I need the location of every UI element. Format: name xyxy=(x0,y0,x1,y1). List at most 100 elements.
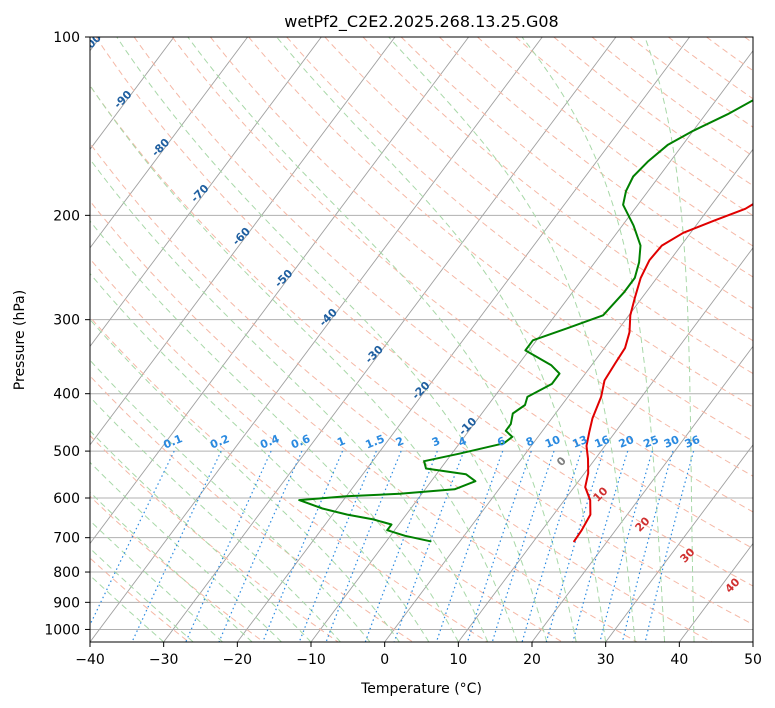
x-tick-label: 0 xyxy=(380,652,389,668)
moist-adiabat-line xyxy=(90,220,459,642)
mixing-ratio-line xyxy=(131,450,222,642)
mixing-ratio-line xyxy=(325,450,402,642)
moist-adiabat-line xyxy=(90,158,489,642)
dry-adiabat-line xyxy=(90,84,753,626)
moist-adiabat-line xyxy=(90,491,253,642)
moist-adiabat-line xyxy=(187,37,577,642)
profiles xyxy=(298,98,753,543)
x-tick-label: 20 xyxy=(523,652,541,668)
isotherm-line xyxy=(90,37,469,545)
dry-adiabat-line xyxy=(90,316,488,642)
dry-adiabat-line xyxy=(133,37,753,550)
dewpoint-profile-line xyxy=(298,98,753,543)
y-tick-label: 700 xyxy=(53,531,80,547)
x-axis-label: Temperature (°C) xyxy=(360,681,482,697)
dry-adiabat-line xyxy=(210,37,753,477)
grid xyxy=(90,37,753,642)
y-tick-label: 500 xyxy=(53,444,80,460)
dry-adiabat-line xyxy=(515,37,753,217)
mixing-ratio-line xyxy=(90,450,175,627)
mixing-ratio-line xyxy=(521,450,582,642)
mixing-ratio-label: 3 xyxy=(430,434,442,449)
mixing-ratio-line xyxy=(298,450,377,642)
isotherm-line xyxy=(531,345,753,642)
isotherm-line xyxy=(605,444,753,642)
mixing-ratio-label: 20 xyxy=(617,433,636,451)
isotherm-line xyxy=(384,148,753,642)
moist-adiabat-line xyxy=(644,37,695,642)
x-tick-label: −30 xyxy=(149,652,179,668)
x-tick-label: −20 xyxy=(223,652,253,668)
mixing-ratio-line xyxy=(218,450,303,642)
isotherm-line xyxy=(90,37,396,446)
x-tick-label: −40 xyxy=(75,652,105,668)
mixing-ratio-line xyxy=(185,450,272,642)
plot-frame xyxy=(89,36,754,643)
isotherm-line xyxy=(90,37,322,348)
mixing-ratio-line xyxy=(572,450,629,642)
mixing-ratio-line xyxy=(466,450,532,642)
moist-adiabat-line xyxy=(116,37,548,642)
mixing-ratio-lines xyxy=(90,450,695,642)
mixing-ratio-label: 16 xyxy=(593,433,612,451)
isotherm-line xyxy=(236,37,690,642)
dry-adiabat-line xyxy=(95,37,753,587)
moist-adiabat-line xyxy=(90,84,518,642)
isotherm-line xyxy=(90,37,543,642)
x-tick-label: 30 xyxy=(597,652,615,668)
y-axis-label: Pressure (hPa) xyxy=(12,290,28,390)
moist-adiabat-line xyxy=(90,430,312,642)
y-tick-label: 200 xyxy=(53,208,80,224)
isotherm-line xyxy=(457,247,753,642)
dry-adiabat-line xyxy=(324,37,753,375)
chart-title: wetPf2_C2E2.2025.268.13.25.G08 xyxy=(284,12,558,32)
mixing-ratio-label: 1 xyxy=(335,434,347,449)
y-tick-label: 600 xyxy=(53,491,80,507)
mixing-ratio-label: 36 xyxy=(683,433,702,451)
y-tick-label: 100 xyxy=(53,30,80,46)
dry-adiabat-line xyxy=(286,37,753,408)
dry-adiabat-line xyxy=(90,258,563,642)
moist-adiabat-line xyxy=(90,547,194,642)
mixing-ratio-line xyxy=(262,450,344,642)
plot-area: 0.10.20.40.611.52346810131620253036-100-… xyxy=(90,37,753,642)
y-tick-label: 400 xyxy=(53,387,80,403)
x-tick-label: 40 xyxy=(670,652,688,668)
moist-adiabat-line xyxy=(388,37,636,642)
dry-adiabat-line xyxy=(90,495,264,642)
mixing-ratio-label: 30 xyxy=(662,433,681,451)
x-tick-label: −10 xyxy=(296,652,326,668)
moist-adiabat-line xyxy=(90,272,430,642)
moist-adiabat-line xyxy=(90,318,400,642)
y-tick-label: 800 xyxy=(53,565,80,581)
dry-adiabat-line xyxy=(400,37,753,310)
mixing-ratio-label: 8 xyxy=(524,434,536,449)
mixing-ratio-line xyxy=(644,450,695,642)
mixing-ratio-label: 25 xyxy=(642,433,661,451)
y-tick-label: 1000 xyxy=(44,622,80,638)
isotherm-line xyxy=(90,37,175,151)
dry-adiabat-line xyxy=(362,37,753,342)
moist-adiabat-line xyxy=(90,574,165,642)
dry-adiabat-line xyxy=(90,200,638,642)
mixing-ratio-line xyxy=(599,450,653,642)
mixing-ratio-label: 10 xyxy=(543,433,562,451)
moist-adiabat-line xyxy=(90,520,223,642)
mixing-ratio-line xyxy=(545,450,604,642)
dry-adiabat-line xyxy=(90,142,712,642)
y-tick-label: 300 xyxy=(53,313,80,329)
dry-adiabat-line xyxy=(439,37,753,278)
isotherm-line xyxy=(90,37,248,249)
moist-adiabat-line xyxy=(90,359,371,642)
axes: −40 −30 −20 −10 0 10 20 30 40 50 100 200 300 400 500 60… xyxy=(44,30,762,668)
moist-adiabat-line xyxy=(276,37,607,642)
x-tick-label: 50 xyxy=(744,652,762,668)
dry-adiabat-line xyxy=(90,375,414,642)
y-tick-label: 900 xyxy=(53,595,80,611)
mixing-ratio-label: 2 xyxy=(394,434,406,449)
mixing-ratio-label: 13 xyxy=(570,433,589,451)
moist-adiabat-line xyxy=(90,396,341,642)
temperature-profile-line xyxy=(573,203,753,543)
dry-adiabat-line xyxy=(553,37,753,187)
x-tick-label: 10 xyxy=(449,652,467,668)
